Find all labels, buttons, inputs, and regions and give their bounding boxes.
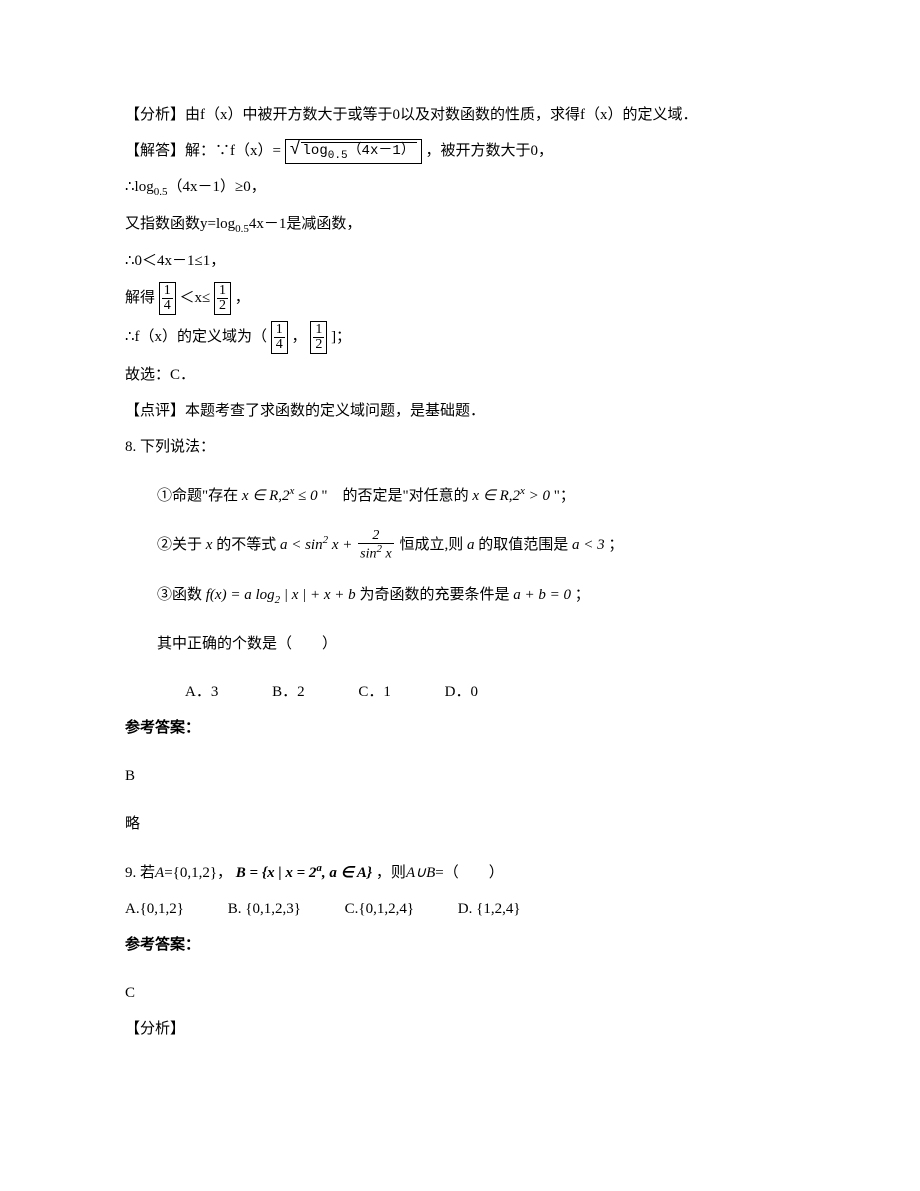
frac-num: 1 xyxy=(217,284,228,299)
log-text: log xyxy=(303,143,328,159)
item3-end: ； xyxy=(575,587,590,603)
log-base: 0.5 xyxy=(328,150,348,162)
q9-union: A∪B xyxy=(406,865,435,881)
frac-1-4: 1 4 xyxy=(159,282,176,315)
step5-mid: ， xyxy=(292,329,307,345)
frac-num: 1 xyxy=(274,323,285,338)
q7-step3: ∴0＜4x－1≤1， xyxy=(125,246,795,276)
q8-answer: B xyxy=(125,761,795,791)
q9-stem: 9. 若A={0,1,2}， B = {x | x = 2a, a ∈ A} ，… xyxy=(125,857,795,888)
frac-den: 4 xyxy=(162,299,173,313)
item3-pre: ③函数 xyxy=(157,587,202,603)
q9-answer: C xyxy=(125,978,795,1008)
q7-step5: ∴f（x）的定义域为（ 1 4 ， 1 2 ]； xyxy=(125,321,795,354)
q7-solve: 【解答】解：∵f（x）= √log0.5（4x－1） ，被开方数大于0， xyxy=(125,136,795,166)
frac-num: 1 xyxy=(162,284,173,299)
item2-mid1: 的不等式 xyxy=(216,537,276,553)
q9-analysis: 【分析】 xyxy=(125,1014,795,1044)
frac-1-2: 1 2 xyxy=(214,282,231,315)
q9-end: =（ ） xyxy=(435,865,503,881)
step2-tail: 4x－1是减函数， xyxy=(249,216,362,232)
item1-pre: ①命题"存在 xyxy=(157,488,238,504)
step2-sub: 0.5 xyxy=(235,223,249,235)
item2-frac: 2 sin2 x xyxy=(358,529,394,562)
frac-1-2-b: 1 2 xyxy=(310,321,327,354)
item2-mid2: 恒成立,则 xyxy=(399,537,463,553)
q9-optB: B. {0,1,2,3} xyxy=(228,894,301,924)
item3-cond: a + b = 0 xyxy=(513,587,571,603)
frac-1-4-b: 1 4 xyxy=(271,321,288,354)
q8-item1: ①命题"存在 x ∈ R,2x ≤ 0 " 的否定是"对任意的 x ∈ R,2x… xyxy=(125,480,795,511)
q8-answer-label: 参考答案： xyxy=(125,713,795,743)
item2-result: a < 3 xyxy=(572,537,605,553)
q9-options: A.{0,1,2} B. {0,1,2,3} C.{0,1,2,4} D. {1… xyxy=(125,894,795,924)
q8-item2: ②关于 x 的不等式 a < sin2 x + 2 sin2 x 恒成立,则 a… xyxy=(125,529,795,562)
item2-mid3: 的取值范围是 xyxy=(478,537,568,553)
item2-pre: ②关于 xyxy=(157,537,202,553)
solve-tail: ，被开方数大于0， xyxy=(426,143,554,159)
item2-end: ； xyxy=(608,537,623,553)
step4-pre: 解得 xyxy=(125,290,155,306)
step5-pre: ∴f（x）的定义域为（ xyxy=(125,329,267,345)
step1-tail: （4x－1）≥0， xyxy=(167,179,265,195)
q8-optC: C．1 xyxy=(358,677,391,707)
q9-optD: D. {1,2,4} xyxy=(458,894,521,924)
q8-optD: D．0 xyxy=(445,677,478,707)
q8-item3: ③函数 f(x) = a log2 | x | + x + b 为奇函数的充要条… xyxy=(125,580,795,611)
q7-conclusion: 故选：C． xyxy=(125,360,795,390)
q9-A: A xyxy=(155,865,164,881)
q7-step4: 解得 1 4 ＜x≤ 1 2 ， xyxy=(125,282,795,315)
q8-options: A．3 B．2 C．1 D．0 xyxy=(125,677,795,707)
item1-math1: x ∈ R,2x ≤ 0 xyxy=(242,488,318,504)
q9-answer-label: 参考答案： xyxy=(125,930,795,960)
step4-mid: ＜x≤ xyxy=(180,290,211,306)
q8-optA: A．3 xyxy=(185,677,218,707)
step5-end: ]； xyxy=(331,329,351,345)
q9-eq1: ={0,1,2}， xyxy=(164,865,232,881)
formula-sqrt-log: √log0.5（4x－1） xyxy=(285,139,422,164)
frac-den: 2 xyxy=(217,299,228,313)
item1-end: "； xyxy=(554,488,575,504)
q7-step2: 又指数函数y=log0.54x－1是减函数， xyxy=(125,209,795,240)
item1-math2: x ∈ R,2x > 0 xyxy=(472,488,550,504)
q8-stem: 8. 下列说法： xyxy=(125,432,795,462)
frac-num: 1 xyxy=(313,323,324,338)
q9-optA: A.{0,1,2} xyxy=(125,894,184,924)
q9-B-def: B = {x | x = 2a, a ∈ A} xyxy=(236,865,372,881)
q9-pre: 9. 若 xyxy=(125,865,155,881)
item3-mid: 为奇函数的充要条件是 xyxy=(359,587,509,603)
step1-sub: 0.5 xyxy=(154,186,168,198)
item2-a: a xyxy=(467,537,475,553)
solve-label: 【解答】解：∵f（x）= xyxy=(125,143,281,159)
frac-den: 4 xyxy=(274,338,285,352)
frac-den: 2 xyxy=(313,338,324,352)
q9-optC: C.{0,1,2,4} xyxy=(345,894,414,924)
item1-mid: " 的否定是"对任意的 xyxy=(321,488,468,504)
q9-mid: ，则 xyxy=(376,865,406,881)
step1-pre: ∴log xyxy=(125,179,154,195)
q7-step1: ∴log0.5（4x－1）≥0， xyxy=(125,172,795,203)
q8-optB: B．2 xyxy=(272,677,305,707)
item3-fx: f(x) = a log2 | x | + x + b xyxy=(206,587,356,603)
step2-pre: 又指数函数y=log xyxy=(125,216,235,232)
q7-analysis: 【分析】由f（x）中被开方数大于或等于0以及对数函数的性质，求得f（x）的定义域… xyxy=(125,100,795,130)
item2-formula: a < sin2 x + 2 sin2 x xyxy=(280,537,399,553)
q8-prompt: 其中正确的个数是（ ） xyxy=(125,629,795,659)
step4-end: ， xyxy=(235,290,250,306)
q7-comment: 【点评】本题考查了求函数的定义域问题，是基础题． xyxy=(125,396,795,426)
log-arg: （4x－1） xyxy=(348,143,415,159)
item2-x: x xyxy=(206,537,213,553)
q8-brief: 略 xyxy=(125,809,795,839)
